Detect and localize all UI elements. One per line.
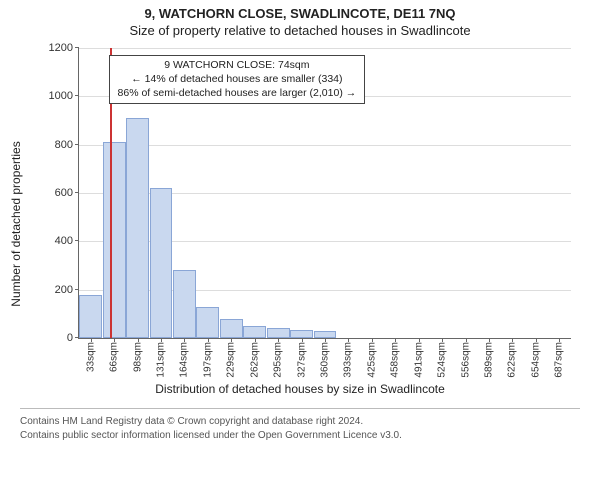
histogram-bar — [103, 142, 126, 338]
y-axis-label: Number of detached properties — [9, 141, 23, 306]
x-tick-label: 556sqm — [460, 342, 471, 378]
histogram-bar — [314, 331, 337, 338]
y-tick-label: 400 — [55, 235, 73, 247]
x-tick-label: 687sqm — [554, 342, 565, 378]
annotation-line: 86% of semi-detached houses are larger (… — [118, 87, 357, 101]
histogram-bar — [173, 270, 196, 338]
footer-attribution: Contains HM Land Registry data © Crown c… — [20, 408, 580, 443]
plot-region: 02004006008001000120033sqm66sqm98sqm131s… — [78, 48, 571, 339]
x-tick-label: 458sqm — [390, 342, 401, 378]
x-tick-label: 229sqm — [226, 342, 237, 378]
x-tick-label: 295sqm — [273, 342, 284, 378]
x-axis-label: Distribution of detached houses by size … — [20, 382, 580, 396]
y-tick-mark — [75, 144, 79, 145]
histogram-bar — [267, 328, 290, 338]
annotation-box: 9 WATCHORN CLOSE: 74sqm← 14% of detached… — [109, 55, 366, 104]
footer-line-1: Contains HM Land Registry data © Crown c… — [20, 415, 580, 429]
y-tick-label: 600 — [55, 187, 73, 199]
x-tick-label: 360sqm — [320, 342, 331, 378]
y-tick-mark — [75, 95, 79, 96]
x-tick-label: 164sqm — [179, 342, 190, 378]
x-tick-label: 425sqm — [366, 342, 377, 378]
x-tick-label: 66sqm — [109, 342, 120, 372]
histogram-bar — [126, 118, 149, 338]
histogram-bar — [243, 326, 266, 338]
x-tick-label: 327sqm — [296, 342, 307, 378]
x-tick-label: 98sqm — [132, 342, 143, 372]
x-tick-label: 262sqm — [249, 342, 260, 378]
annotation-line: ← 14% of detached houses are smaller (33… — [118, 73, 357, 87]
grid-line — [79, 145, 571, 146]
histogram-bar — [220, 319, 243, 338]
x-tick-label: 131sqm — [156, 342, 167, 378]
y-tick-label: 800 — [55, 139, 73, 151]
grid-line — [79, 48, 571, 49]
x-tick-label: 524sqm — [437, 342, 448, 378]
x-tick-label: 589sqm — [484, 342, 495, 378]
y-tick-mark — [75, 47, 79, 48]
x-tick-label: 33sqm — [85, 342, 96, 372]
y-tick-mark — [75, 289, 79, 290]
footer-line-2: Contains public sector information licen… — [20, 429, 580, 443]
y-tick-label: 0 — [67, 332, 73, 344]
annotation-line: 9 WATCHORN CLOSE: 74sqm — [118, 59, 357, 73]
histogram-bar — [196, 307, 219, 338]
histogram-bar — [290, 330, 313, 338]
y-tick-label: 200 — [55, 284, 73, 296]
chart-address-title: 9, WATCHORN CLOSE, SWADLINCOTE, DE11 7NQ — [129, 6, 470, 21]
histogram-bar — [150, 188, 173, 338]
y-tick-label: 1000 — [49, 90, 73, 102]
y-tick-mark — [75, 192, 79, 193]
title-block: 9, WATCHORN CLOSE, SWADLINCOTE, DE11 7NQ… — [129, 6, 470, 38]
x-tick-label: 491sqm — [413, 342, 424, 378]
x-tick-label: 654sqm — [530, 342, 541, 378]
chart-container: 9, WATCHORN CLOSE, SWADLINCOTE, DE11 7NQ… — [0, 0, 600, 500]
histogram-bar — [79, 295, 102, 339]
x-tick-label: 622sqm — [507, 342, 518, 378]
x-tick-label: 393sqm — [343, 342, 354, 378]
x-tick-label: 197sqm — [202, 342, 213, 378]
y-tick-label: 1200 — [49, 42, 73, 54]
y-tick-mark — [75, 240, 79, 241]
chart-subtitle: Size of property relative to detached ho… — [129, 23, 470, 38]
chart-area: Number of detached properties 0200400600… — [20, 44, 580, 404]
